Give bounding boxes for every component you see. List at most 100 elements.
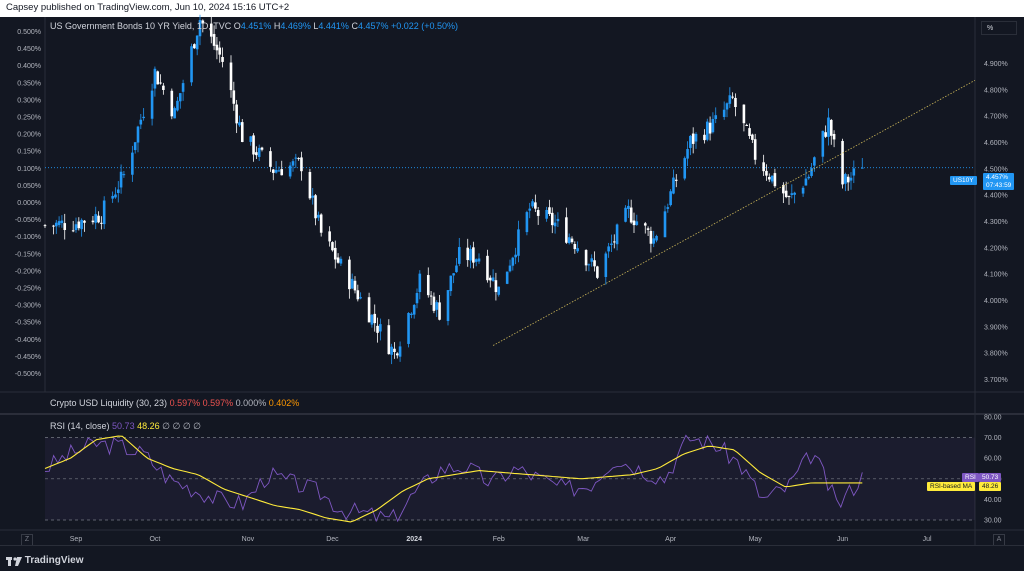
candle-body: [525, 212, 529, 233]
candle-body: [198, 20, 202, 37]
candle-body: [472, 247, 475, 263]
candle-body: [291, 161, 295, 166]
candle-body: [63, 223, 67, 231]
candle-body: [832, 134, 836, 140]
candle-body: [195, 35, 199, 50]
candle-body: [356, 290, 360, 300]
left-axis-label: 0.250%: [17, 115, 41, 122]
candle-body: [711, 119, 715, 133]
candle-body: [652, 238, 656, 244]
candle-body: [494, 280, 498, 293]
candle-body: [632, 220, 636, 226]
rsi-axis-label: 40.00: [984, 497, 1002, 504]
candle-body: [553, 222, 557, 227]
candle-body: [410, 313, 413, 315]
candle-body: [170, 90, 174, 117]
candle-body: [787, 196, 791, 198]
candle-body: [455, 265, 458, 273]
candle-body: [139, 119, 143, 125]
candle-body: [328, 231, 331, 242]
candle-body: [159, 82, 162, 84]
right-axis-label: 4.300%: [984, 219, 1008, 226]
candle-body: [249, 136, 253, 142]
left-axis-label: -0.400%: [15, 337, 41, 344]
candle-body: [742, 104, 746, 124]
rsi-tag-value: 50.73: [979, 473, 1002, 482]
candle-body: [745, 124, 749, 126]
candle-body: [813, 157, 816, 166]
candle-body: [398, 346, 402, 357]
candle-body: [176, 100, 179, 111]
candle-body: [379, 324, 382, 332]
candle-body: [133, 142, 137, 151]
candle-body: [255, 152, 258, 156]
candle-body: [100, 222, 103, 224]
candle-body: [550, 212, 554, 226]
candle-body: [528, 208, 532, 211]
candle-body: [810, 168, 813, 176]
candle-body: [466, 247, 470, 261]
candle-body: [793, 192, 796, 195]
rsi-axis-label: 60.00: [984, 456, 1002, 463]
candle-body: [708, 122, 712, 134]
candle-body: [514, 254, 517, 258]
liquidity-legend: Crypto USD Liquidity (30, 23) 0.597% 0.5…: [50, 398, 299, 408]
candle-body: [119, 171, 123, 188]
percent-scale-button[interactable]: %: [981, 21, 1017, 35]
candle-body: [418, 273, 422, 293]
candle-body: [77, 221, 81, 229]
candle-body: [576, 248, 579, 252]
candle-body: [615, 224, 619, 245]
candle-body: [590, 258, 594, 262]
time-axis-label: Oct: [149, 536, 160, 543]
candle-body: [238, 122, 241, 126]
candle-body: [435, 302, 439, 310]
symbol-tag: US10Y: [950, 176, 977, 185]
candle-body: [235, 104, 238, 124]
candle-body: [232, 90, 236, 104]
candle-body: [725, 103, 729, 110]
candle-body: [277, 170, 281, 172]
candle-body: [449, 275, 453, 292]
candle-body: [748, 128, 751, 137]
candle-body: [57, 221, 61, 226]
candle-body: [271, 169, 275, 173]
candle-body: [672, 177, 675, 194]
left-axis-label: -0.150%: [15, 251, 41, 258]
candle-body: [565, 217, 568, 243]
candle-body: [288, 165, 292, 177]
candle-body: [807, 176, 811, 179]
rsi-null-values: ∅ ∅ ∅ ∅: [162, 421, 202, 431]
candle-body: [294, 157, 298, 159]
candle-body: [767, 177, 771, 180]
candle-body: [844, 174, 847, 184]
right-axis-label: 4.500%: [984, 166, 1008, 173]
candle-body: [587, 264, 591, 266]
candle-body: [584, 250, 588, 266]
candle-body: [666, 207, 670, 209]
candle-body: [336, 257, 340, 263]
candle-body: [370, 314, 374, 325]
candle-body: [201, 20, 205, 24]
left-axis-label: -0.100%: [15, 234, 41, 241]
change-value: +0.022 (+0.50%): [391, 21, 459, 31]
candle-body: [731, 96, 734, 98]
candle-body: [297, 158, 300, 160]
candle-body: [181, 83, 185, 92]
left-axis-label: -0.200%: [15, 268, 41, 275]
right-axis-label: 3.700%: [984, 377, 1008, 384]
left-axis-label: -0.250%: [15, 286, 41, 293]
candle-body: [43, 225, 47, 227]
candle-body: [573, 244, 577, 250]
time-axis-label: Feb: [493, 536, 505, 543]
close-value: 4.457%: [357, 21, 389, 31]
candle-body: [71, 230, 75, 232]
candle-body: [156, 71, 160, 85]
liquidity-name: Crypto USD Liquidity (30, 23): [50, 398, 168, 408]
candle-body: [627, 205, 630, 209]
candle-body: [215, 44, 219, 51]
left-axis-label: 0.450%: [17, 46, 41, 53]
candle-body: [804, 178, 808, 186]
high-label: H: [273, 21, 281, 31]
